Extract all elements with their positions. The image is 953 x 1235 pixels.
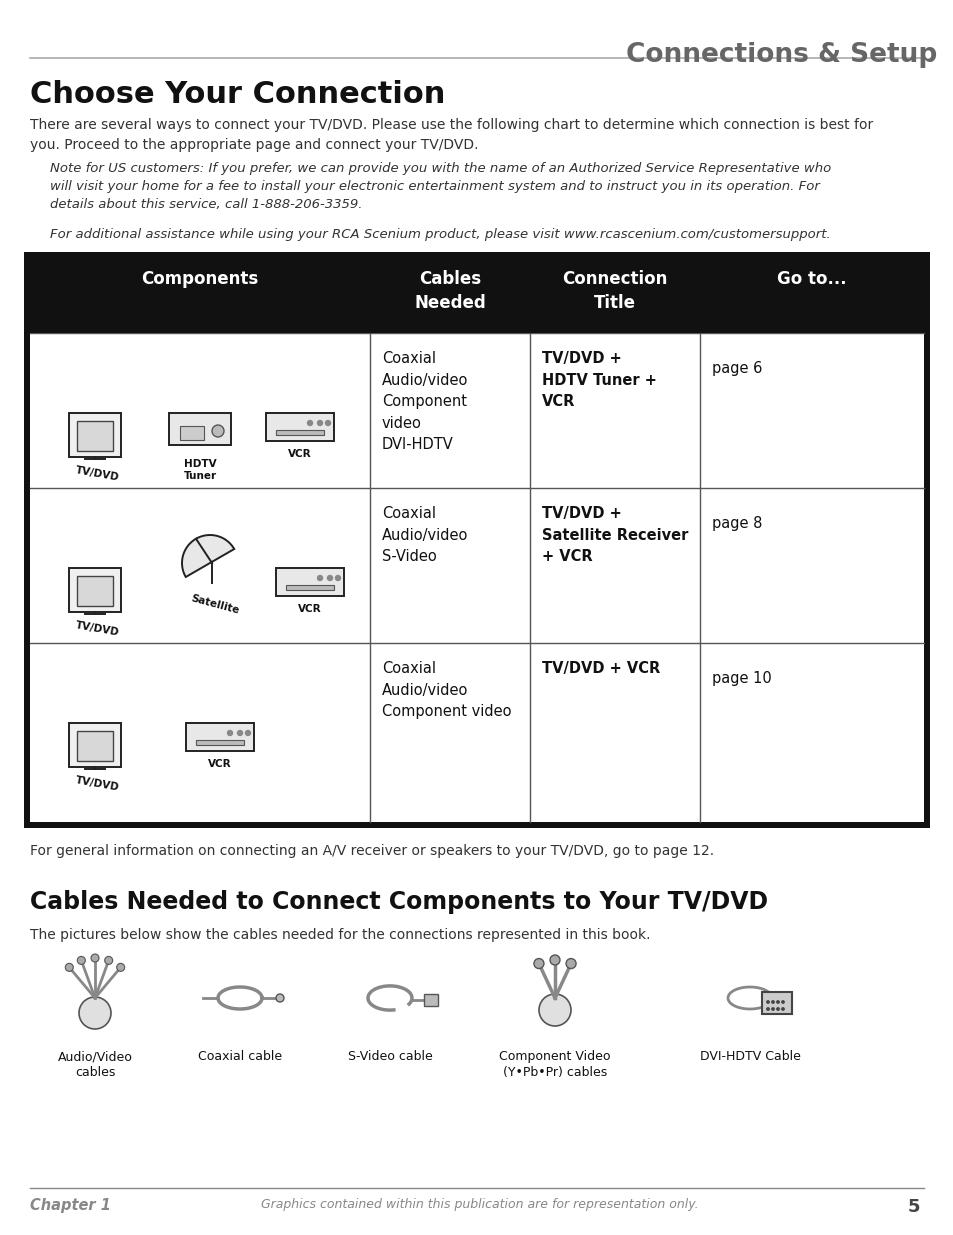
Bar — [423, 994, 437, 1007]
Text: Coaxial
Audio/video
Component
video
DVI-HDTV: Coaxial Audio/video Component video DVI-… — [381, 351, 468, 452]
Bar — [169, 412, 231, 445]
Text: S-Video cable: S-Video cable — [347, 1050, 432, 1063]
Bar — [77, 576, 112, 606]
Bar — [275, 430, 324, 435]
Text: TV/DVD: TV/DVD — [74, 466, 119, 483]
Circle shape — [307, 420, 313, 426]
Text: page 10: page 10 — [711, 671, 771, 685]
Text: TV/DVD: TV/DVD — [74, 620, 119, 637]
Circle shape — [212, 425, 224, 437]
Circle shape — [325, 420, 330, 426]
Circle shape — [327, 576, 333, 580]
Circle shape — [335, 576, 340, 580]
Text: Coaxial cable: Coaxial cable — [197, 1050, 282, 1063]
Text: TV/DVD: TV/DVD — [74, 776, 119, 793]
Circle shape — [77, 956, 85, 965]
Text: Cables
Needed: Cables Needed — [414, 270, 485, 311]
Circle shape — [766, 1000, 768, 1003]
Text: Coaxial
Audio/video
S-Video: Coaxial Audio/video S-Video — [381, 506, 468, 564]
Bar — [69, 568, 121, 613]
Bar — [77, 421, 112, 451]
Circle shape — [245, 730, 251, 736]
Bar — [761, 992, 791, 1014]
Text: Cables Needed to Connect Components to Your TV/DVD: Cables Needed to Connect Components to Y… — [30, 890, 767, 914]
Circle shape — [317, 576, 322, 580]
Text: Connections & Setup: Connections & Setup — [625, 42, 936, 68]
Circle shape — [65, 963, 73, 972]
Text: 5: 5 — [906, 1198, 919, 1216]
Text: Note for US customers: If you prefer, we can provide you with the name of an Aut: Note for US customers: If you prefer, we… — [50, 162, 830, 211]
Bar — [180, 426, 204, 440]
Circle shape — [534, 958, 543, 968]
Text: page 6: page 6 — [711, 361, 761, 375]
Bar — [30, 258, 923, 823]
Circle shape — [91, 953, 99, 962]
Circle shape — [317, 420, 322, 426]
Text: Chapter 1: Chapter 1 — [30, 1198, 111, 1213]
Bar — [286, 585, 334, 590]
Text: For additional assistance while using your RCA Scenium product, please visit www: For additional assistance while using yo… — [50, 228, 830, 241]
Text: Choose Your Connection: Choose Your Connection — [30, 80, 445, 109]
Circle shape — [116, 963, 125, 972]
Text: There are several ways to connect your TV/DVD. Please use the following chart to: There are several ways to connect your T… — [30, 119, 872, 152]
Circle shape — [275, 994, 284, 1002]
Bar — [266, 412, 334, 441]
Bar — [186, 722, 253, 751]
Circle shape — [237, 730, 242, 736]
Circle shape — [766, 1008, 768, 1010]
Text: The pictures below show the cables needed for the connections represented in thi: The pictures below show the cables neede… — [30, 927, 650, 942]
Text: TV/DVD + VCR: TV/DVD + VCR — [541, 661, 659, 676]
Text: TV/DVD +
HDTV Tuner +
VCR: TV/DVD + HDTV Tuner + VCR — [541, 351, 657, 409]
Circle shape — [781, 1000, 783, 1003]
Circle shape — [776, 1008, 779, 1010]
Text: DVI-HDTV Cable: DVI-HDTV Cable — [699, 1050, 800, 1063]
Bar — [69, 412, 121, 457]
Text: Go to...: Go to... — [777, 270, 846, 288]
Bar — [69, 722, 121, 767]
Text: Satellite: Satellite — [190, 593, 240, 615]
Text: Graphics contained within this publication are for representation only.: Graphics contained within this publicati… — [261, 1198, 699, 1212]
Bar — [24, 252, 929, 827]
Circle shape — [781, 1008, 783, 1010]
Text: Components: Components — [141, 270, 258, 288]
Text: For general information on connecting an A/V receiver or speakers to your TV/DVD: For general information on connecting an… — [30, 844, 714, 858]
Circle shape — [565, 958, 576, 968]
Circle shape — [776, 1000, 779, 1003]
Circle shape — [771, 1000, 774, 1003]
Text: page 8: page 8 — [711, 516, 761, 531]
Polygon shape — [182, 535, 234, 577]
Text: HDTV
Tuner: HDTV Tuner — [183, 459, 216, 482]
Text: Audio/Video
cables: Audio/Video cables — [57, 1050, 132, 1079]
Bar — [77, 731, 112, 761]
Circle shape — [105, 956, 112, 965]
Bar — [195, 740, 244, 745]
Circle shape — [79, 997, 111, 1029]
Circle shape — [771, 1008, 774, 1010]
Text: Component Video
(Y•Pb•Pr) cables: Component Video (Y•Pb•Pr) cables — [498, 1050, 610, 1079]
Text: Coaxial
Audio/video
Component video: Coaxial Audio/video Component video — [381, 661, 511, 719]
Bar — [30, 258, 923, 333]
Text: VCR: VCR — [208, 760, 232, 769]
Text: TV/DVD +
Satellite Receiver
+ VCR: TV/DVD + Satellite Receiver + VCR — [541, 506, 688, 564]
Text: VCR: VCR — [288, 450, 312, 459]
Circle shape — [227, 730, 233, 736]
Text: VCR: VCR — [298, 604, 321, 614]
Text: Connection
Title: Connection Title — [561, 270, 667, 311]
Circle shape — [550, 955, 559, 965]
Circle shape — [538, 994, 571, 1026]
Bar — [275, 568, 344, 597]
